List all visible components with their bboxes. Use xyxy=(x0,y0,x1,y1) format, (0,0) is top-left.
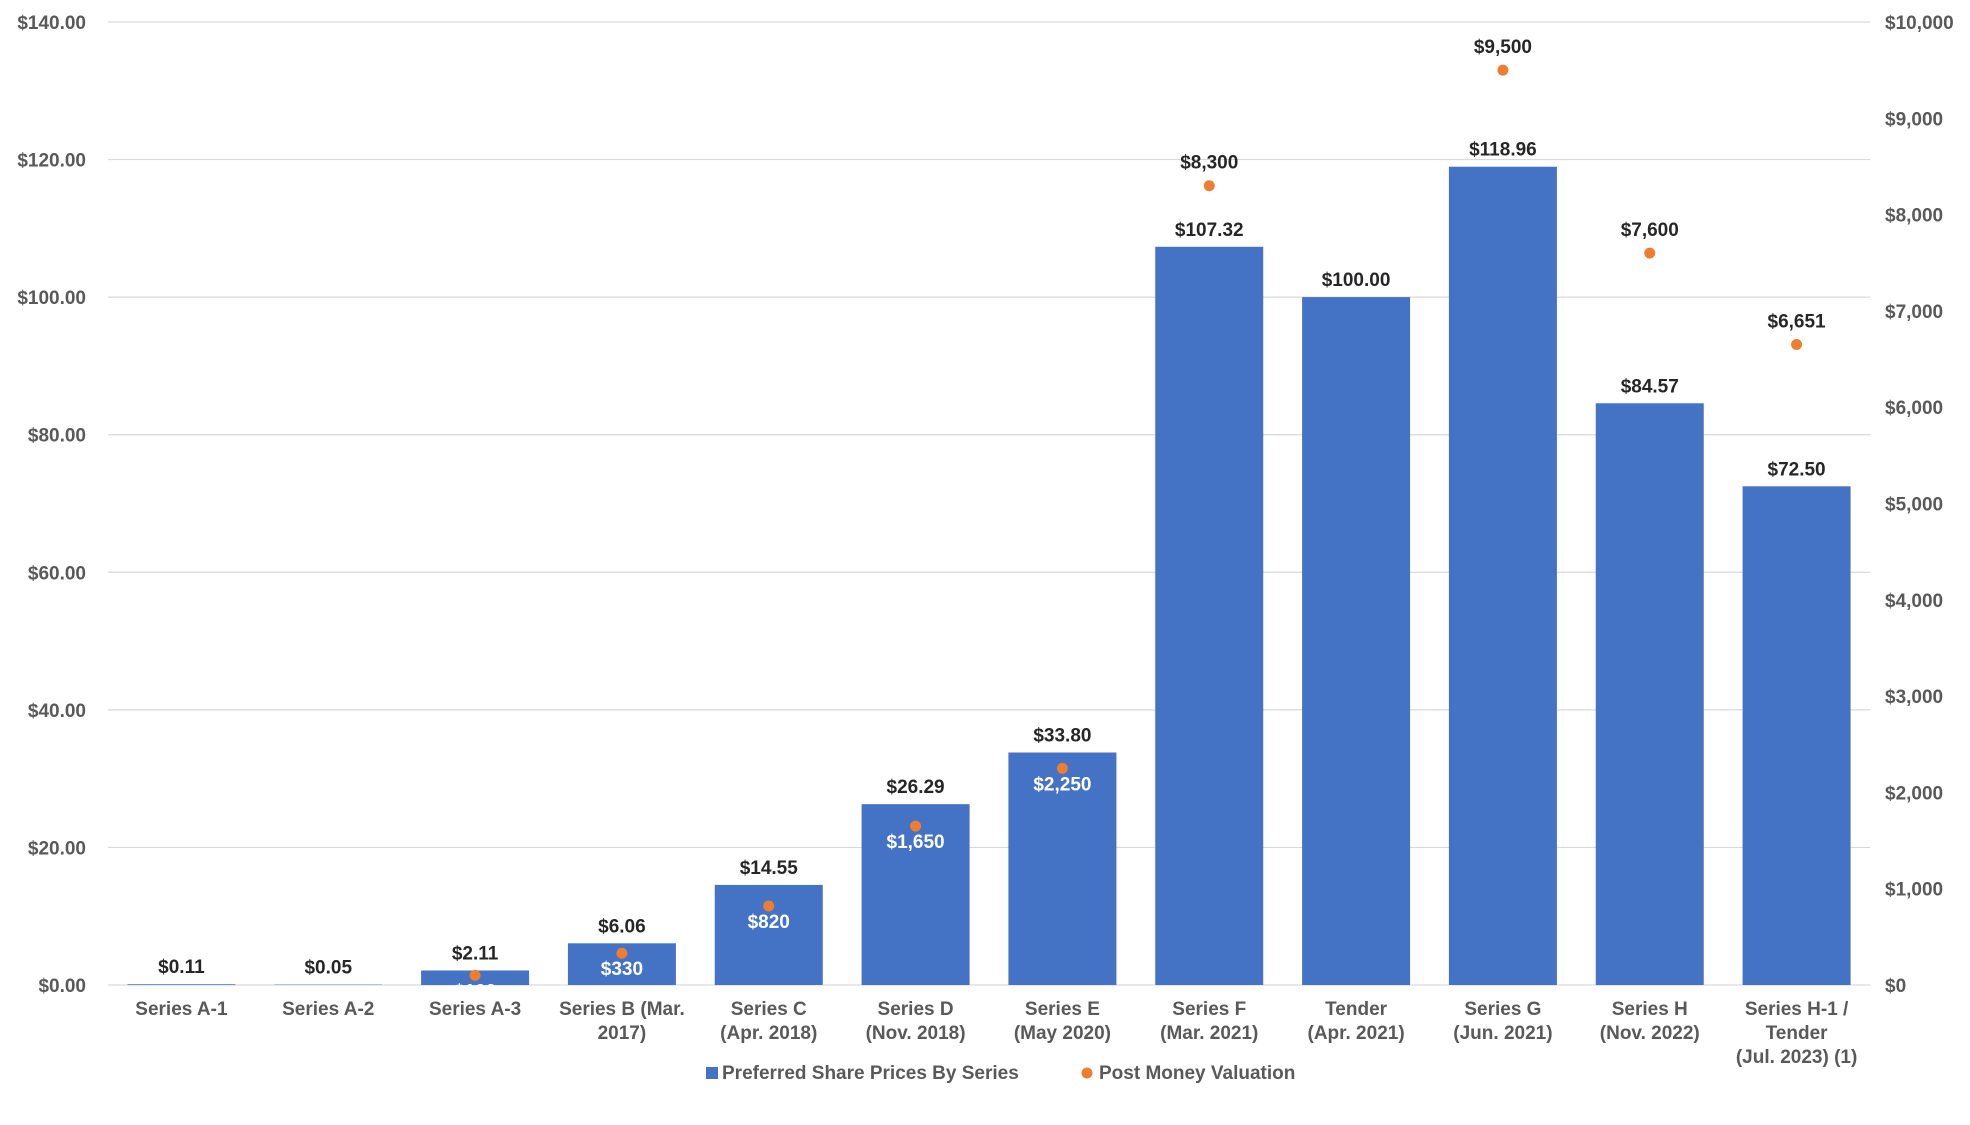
valuation-point xyxy=(1203,180,1215,192)
bar-value-label: $33.80 xyxy=(1033,726,1091,747)
left-tick-label: $120.00 xyxy=(17,151,86,172)
bar xyxy=(1595,403,1704,986)
bar xyxy=(1155,246,1264,985)
bar-value-label: $2.11 xyxy=(452,943,499,964)
category-label: Tender (Apr. 2021) xyxy=(1308,999,1405,1044)
category-label: Series E (May 2020) xyxy=(1014,999,1111,1044)
valuation-point xyxy=(1644,247,1656,259)
left-tick-label: $20.00 xyxy=(28,838,86,859)
category-label: Series B (Mar. 2017) xyxy=(559,999,685,1044)
category-label: Series H-1 /Tender (Jul. 2023) (1) xyxy=(1736,999,1857,1068)
category-label: Series C (Apr. 2018) xyxy=(720,999,817,1044)
right-tick-label: $3,000 xyxy=(1885,687,1943,708)
category-label: Series F (Mar. 2021) xyxy=(1160,999,1258,1044)
bar-value-label: $6.06 xyxy=(598,916,646,937)
valuation-point xyxy=(1791,339,1803,351)
gridlines xyxy=(108,21,1870,986)
right-tick-label: $7,000 xyxy=(1885,302,1943,323)
right-tick-label: $5,000 xyxy=(1885,495,1943,516)
bar-value-label: $118.96 xyxy=(1469,140,1537,161)
right-tick-label: $1,000 xyxy=(1885,880,1943,901)
bar xyxy=(1008,752,1117,985)
right-tick-label: $4,000 xyxy=(1885,591,1943,612)
valuation-label: $100 xyxy=(454,981,496,1002)
valuation-label: $8,300 xyxy=(1180,153,1238,174)
bars xyxy=(127,166,1851,986)
bar xyxy=(1742,486,1851,985)
valuation-label: $820 xyxy=(748,912,790,933)
bar-value-label: $26.29 xyxy=(887,777,945,798)
bar-value-label: $14.55 xyxy=(740,858,799,879)
bar xyxy=(1448,166,1557,985)
valuation-label: $6,651 xyxy=(1768,312,1827,333)
valuation-label: $330 xyxy=(601,959,643,980)
left-tick-label: $40.00 xyxy=(28,701,86,722)
right-tick-label: $2,000 xyxy=(1885,783,1943,804)
valuation-labels: $100 $330 $820 $1,650 $2,250 $8,300 $9,500 $7,6… xyxy=(454,37,1826,1002)
valuation-point xyxy=(1056,762,1068,774)
valuation-label: $2,250 xyxy=(1033,774,1091,795)
category-label: Series G (Jun. 2021) xyxy=(1453,999,1552,1044)
right-axis: $0 $1,000 $2,000 $3,000 $4,000 $5,000 $6,000 $7… xyxy=(1885,13,1954,997)
left-tick-label: $80.00 xyxy=(28,426,86,447)
category-label: Series H (Nov. 2022) xyxy=(1600,999,1700,1044)
bar-value-label: $107.32 xyxy=(1175,220,1244,241)
valuation-label: $9,500 xyxy=(1474,37,1532,58)
right-tick-label: $6,000 xyxy=(1885,398,1943,419)
category-label: Series A-1 xyxy=(135,999,228,1020)
valuation-points xyxy=(469,64,1803,981)
bar xyxy=(127,984,236,985)
valuation-point xyxy=(616,947,628,959)
bar xyxy=(1302,297,1411,986)
left-tick-label: $0.00 xyxy=(38,976,86,997)
right-tick-label: $0 xyxy=(1885,976,1906,997)
right-tick-label: $8,000 xyxy=(1885,206,1943,227)
legend-swatch-dot xyxy=(1081,1067,1093,1079)
valuation-point xyxy=(910,820,922,832)
valuation-point xyxy=(1497,64,1509,76)
legend-swatch-bar xyxy=(706,1067,718,1079)
legend-label-dot: Post Money Valuation xyxy=(1099,1063,1295,1084)
bar xyxy=(861,804,970,985)
bar-value-label: $0.11 xyxy=(158,957,205,978)
category-labels: Series A-1 Series A-2 Series A-3 Series B (… xyxy=(135,999,1857,1068)
bar-value-label: $84.57 xyxy=(1621,376,1679,397)
category-label: Series A-2 xyxy=(282,999,374,1020)
bar-labels: $0.11 $0.05 $2.11 $6.06 $14.55 $26.29 $33.80 $1… xyxy=(158,140,1825,979)
left-tick-label: $100.00 xyxy=(17,288,86,309)
valuation-point xyxy=(763,900,775,912)
bar-value-label: $72.50 xyxy=(1768,459,1826,480)
left-tick-label: $60.00 xyxy=(28,563,86,584)
legend-label-bar: Preferred Share Prices By Series xyxy=(722,1063,1019,1084)
left-axis: $0.00 $20.00 $40.00 $60.00 $80.00 $100.00 $120… xyxy=(17,13,86,997)
category-label: Series D (Nov. 2018) xyxy=(866,999,966,1044)
valuation-point xyxy=(469,969,481,981)
legend: Preferred Share Prices By Series Post Mo… xyxy=(706,1063,1295,1084)
bar-value-label: $0.05 xyxy=(304,958,352,979)
category-label: Series A-3 xyxy=(429,999,521,1020)
left-tick-label: $140.00 xyxy=(17,13,86,34)
bar xyxy=(714,884,823,985)
right-tick-label: $10,000 xyxy=(1885,13,1954,34)
right-tick-label: $9,000 xyxy=(1885,109,1943,130)
valuation-label: $1,650 xyxy=(887,832,945,853)
bar-value-label: $100.00 xyxy=(1322,270,1391,291)
valuation-label: $7,600 xyxy=(1621,220,1679,241)
